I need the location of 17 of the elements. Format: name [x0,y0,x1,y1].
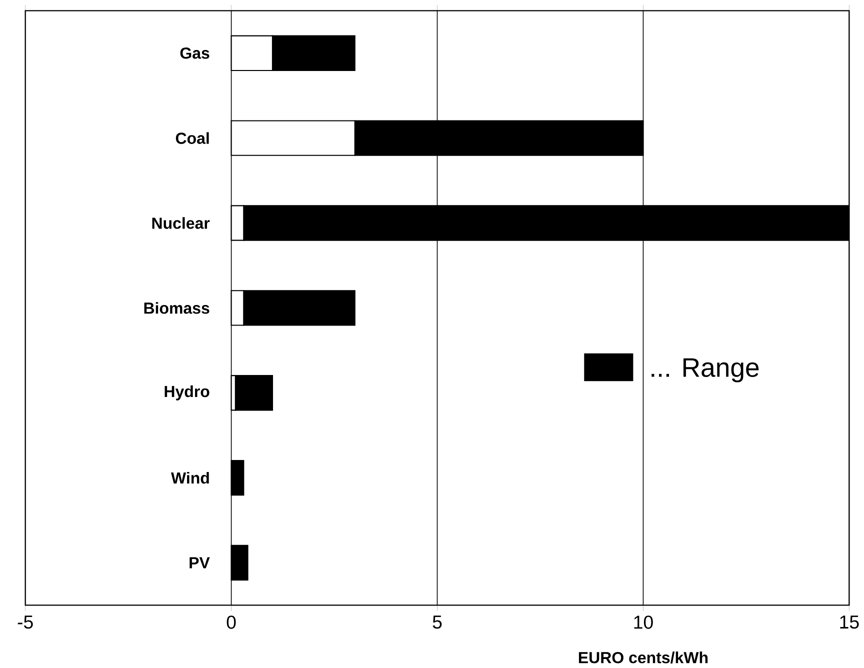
y-tick-label: Biomass [144,302,210,314]
x-tick-label: 10 [634,616,653,629]
x-tick-label: 5 [432,616,442,629]
y-tick-label: Gas [180,48,210,59]
y-tick-label: Hydro [164,385,210,400]
x-tick-label: 0 [226,616,236,629]
bar [234,375,274,411]
bar [230,544,248,581]
x-axis-title: EURO cents/kWh [578,652,708,664]
y-tick-label: PV [190,557,210,568]
x-tick-label: -5 [18,616,33,629]
x-tick-label: 15 [840,616,859,629]
bar [230,460,244,496]
legend-label: ... Range [652,358,759,382]
y-tick-label: Wind [170,472,209,484]
y-tick-label: Nuclear [152,217,210,229]
y-tick-label: Coal [176,132,209,144]
